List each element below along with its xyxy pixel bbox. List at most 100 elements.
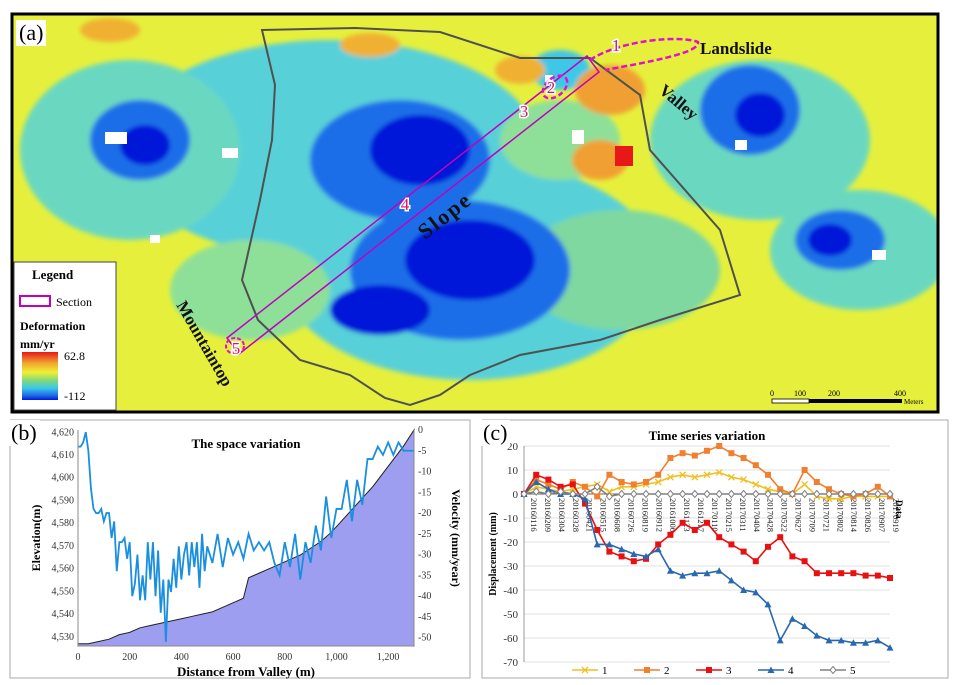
data-point [666,567,674,574]
study-area-outline [240,26,742,407]
y-left-tick-label: 4,600 [52,473,75,484]
legend-label: 3 [726,665,732,677]
no-data-patch [545,75,553,85]
data-point [655,471,662,478]
data-point [605,488,613,496]
data-point [618,479,625,485]
no-data-patch [735,140,747,150]
section-point-label: 3 [520,102,529,121]
data-point [545,481,552,488]
y-left-tick-label: 4,560 [52,564,75,575]
y-axis-label: Displacement (mm) [488,512,499,596]
data-point [874,483,881,490]
data-point [618,553,625,560]
data-point [752,480,760,488]
data-point [594,527,601,533]
x-tick-label: 20160819 [640,498,650,532]
data-point [887,575,893,581]
data-point [606,471,613,478]
x-tick-label: 20160116 [529,498,539,532]
data-point [740,455,747,461]
legend-label: 1 [602,665,608,677]
y-right-tick-label: -30 [418,550,431,561]
y-left-tick-label: 4,570 [52,541,75,552]
scalebar-tick: 200 [828,389,840,398]
y-tick-label: -20 [503,537,518,549]
space-variation-chart: 4,620 4,610 4,600 4,590 4,580 4,570 4,560 4,550… [9,419,471,679]
map-zone [808,224,852,256]
legend-marker [644,667,650,673]
y-right-tick-label: -40 [418,591,431,602]
data-point [703,569,711,577]
x-tick-label: 20160608 [613,498,623,532]
data-point [825,489,833,499]
x-axis-label: Distance from Valley (m) [177,664,315,679]
data-point [788,615,796,622]
map-zone [572,140,628,180]
x-tick-label: 20170826 [863,498,873,532]
section-point-5-marker [225,337,245,355]
data-point [532,478,540,485]
data-point [630,489,638,499]
data-point [715,468,723,476]
y-right-tick-label: -45 [418,612,431,623]
data-point [715,567,723,574]
x-tick-label: 20160304 [557,498,567,533]
x-tick-label: 20160515 [599,498,609,532]
x-tick-label: 20170428 [766,498,776,532]
legend-marker [829,665,837,675]
y-left-tick-label: 4,540 [52,609,75,620]
scalebar-tick: 0 [770,389,774,398]
y-tick-label: -40 [503,585,518,597]
data-point [679,572,687,579]
data-point [642,489,650,499]
chart-title: Time series variation [649,428,767,443]
data-point [691,473,699,481]
data-point [788,489,797,499]
data-point [727,489,736,499]
data-point [740,548,747,555]
scalebar-white-segment [771,398,810,404]
x-tick-label: 20170919 [891,498,901,532]
y-left-tick-label: 4,530 [52,632,75,643]
x-tick-label: 20161217 [696,498,706,532]
data-point [813,570,820,577]
scalebar-tick: 100 [794,389,806,398]
data-point [606,548,613,555]
data-point [666,489,675,499]
legend-label: 2 [664,665,670,677]
data-point [874,636,882,644]
legend-label: 4 [788,665,794,677]
data-point [801,622,809,629]
data-point [728,450,735,457]
data-point [691,527,698,533]
data-point [691,489,699,499]
panel-b-label: (b) [8,420,40,446]
data-point [874,489,882,499]
x-tick-label: 20170404 [752,498,762,533]
data-point [838,570,845,577]
x-tick-label: 20170215 [724,498,734,532]
x-tick-label: 20170802 [835,498,845,532]
section-point-2-marker [541,74,569,100]
map-zone [340,33,400,57]
legend-min: -112 [64,389,86,403]
data-point [605,540,613,548]
panel-a-label: (a) [16,20,47,46]
data-point [764,600,772,608]
data-point [739,489,748,499]
y-right-tick-label: -15 [418,487,431,498]
data-point [630,558,637,565]
data-point [727,473,735,481]
data-point [703,489,711,499]
data-point [874,572,881,579]
legend-marker [581,666,589,674]
data-point [520,489,528,499]
elevation-area [77,428,415,647]
x-tick-label: 20170721 [821,498,831,532]
data-point [825,636,833,644]
data-point [862,572,869,579]
data-point [630,481,637,488]
data-point [776,636,784,644]
data-point [582,500,588,507]
